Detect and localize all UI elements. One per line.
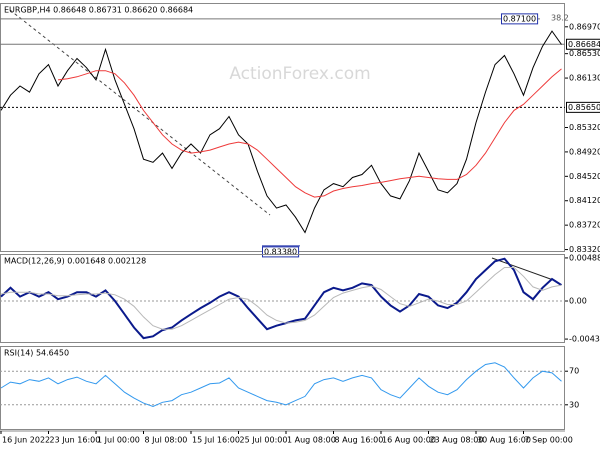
y-tick-label: 0.00 <box>569 297 587 306</box>
fib-label: 38.2 <box>551 14 569 23</box>
x-tick-label: 8 Aug 16:00 <box>335 436 384 445</box>
panel-title: EURGBP,H4 0.86648 0.86731 0.86620 0.8668… <box>4 6 193 15</box>
panel-title: RSI(14) 54.6450 <box>4 349 69 358</box>
x-tick-label: 30 Aug 16:00 <box>477 436 531 445</box>
x-tick-label: 23 Aug 08:00 <box>430 436 484 445</box>
y-tick-label: 0.84120 <box>569 196 600 205</box>
y-tick-label: 0.83720 <box>569 221 600 230</box>
y-tick-label: 0.86530 <box>569 49 600 58</box>
y-tick-label: 0.004885 <box>569 253 600 262</box>
x-tick-label: 25 Jul 00:00 <box>240 436 288 445</box>
y-tick-label: 0.84520 <box>569 172 600 181</box>
panel-title: MACD(12,26,9) 0.001648 0.002128 <box>4 257 146 266</box>
y-tick-label: 30 <box>569 400 579 409</box>
x-tick-label: 1 Aug 08:00 <box>287 436 336 445</box>
low-label: 0.83380 <box>264 247 297 256</box>
x-tick-label: 15 Jul 16:00 <box>192 436 240 445</box>
y-tick-label: 0.84920 <box>569 147 600 156</box>
y-tick-label: 70 <box>569 367 579 376</box>
y-tick-label: 0.85320 <box>569 123 600 132</box>
watermark: ActionForex.com <box>229 64 370 84</box>
y-tick-label: 0.86970 <box>569 22 600 31</box>
x-tick-label: 16 Aug 00:00 <box>382 436 436 445</box>
x-tick-label: 8 Jul 08:00 <box>145 436 188 445</box>
x-tick-label: 23 Jun 16:00 <box>50 436 101 445</box>
x-tick-label: 16 Jun 2022 <box>2 436 50 445</box>
x-tick-label: 7 Sep 00:00 <box>525 436 573 445</box>
y-tick-label: -0.004315 <box>569 335 600 344</box>
x-tick-label: 1 Jul 00:00 <box>97 436 140 445</box>
level-label: 0.85650 <box>568 103 600 112</box>
y-tick-label: 0.86130 <box>569 74 600 83</box>
level-label: 0.86684 <box>568 40 600 49</box>
level-label: 0.87100 <box>503 14 536 23</box>
